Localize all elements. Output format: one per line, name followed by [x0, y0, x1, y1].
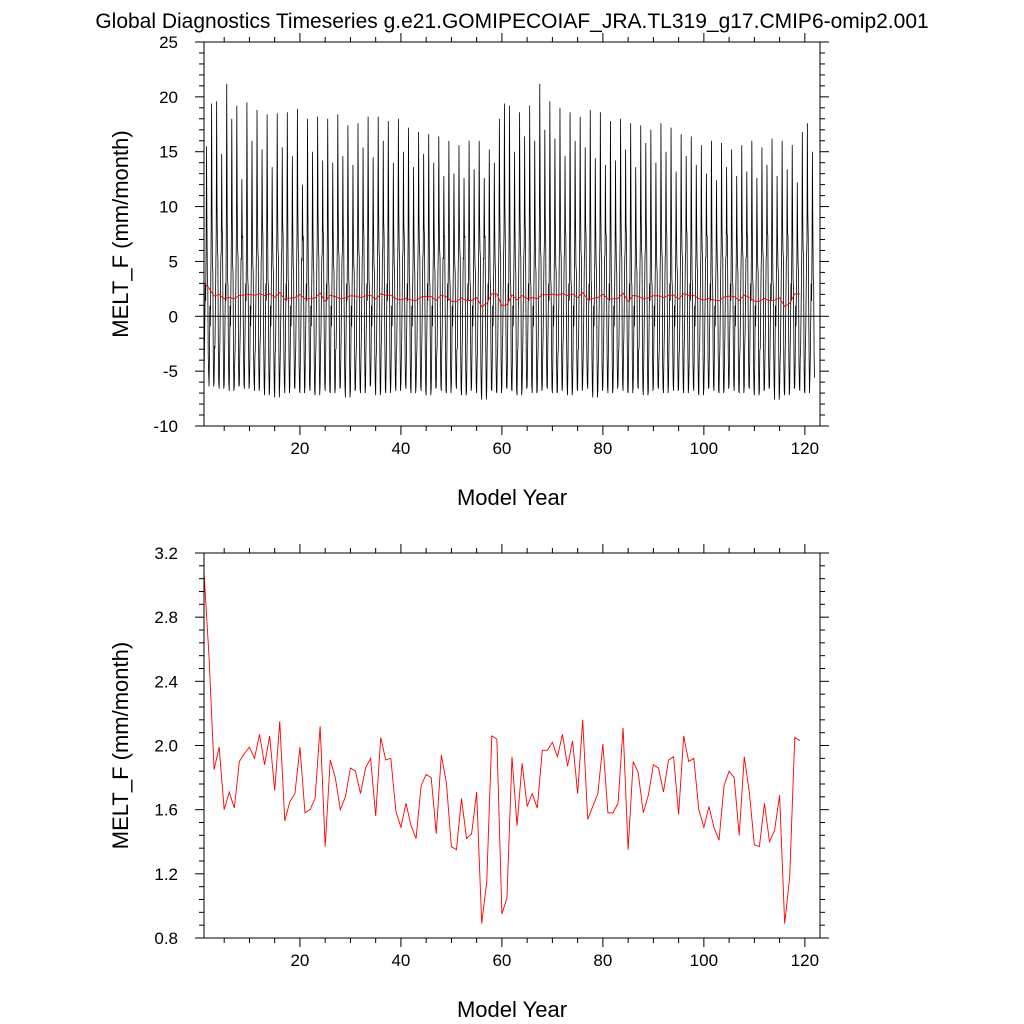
y-tick-label: 15: [159, 143, 178, 162]
x-tick-label: 120: [791, 439, 819, 458]
x-tick-label: 80: [593, 951, 612, 970]
plot-frame: [203, 552, 821, 939]
y-tick-label: 1.2: [154, 865, 178, 884]
y-axis-label: MELT_F (mm/month): [108, 642, 133, 849]
x-tick-label: 100: [690, 951, 718, 970]
x-tick-label: 100: [690, 439, 718, 458]
y-tick-label: 2.8: [154, 608, 178, 627]
x-tick-label: 60: [492, 439, 511, 458]
x-tick-label: 40: [391, 439, 410, 458]
y-tick-label: 0: [169, 307, 178, 326]
y-tick-label: 2.4: [154, 672, 178, 691]
x-tick-label: 20: [290, 951, 309, 970]
plot-frame: [203, 41, 821, 427]
y-tick-label: 1.6: [154, 801, 178, 820]
x-tick-label: 120: [791, 951, 819, 970]
x-tick-label: 80: [593, 439, 612, 458]
x-tick-label: 20: [290, 439, 309, 458]
x-axis-label: Model Year: [457, 997, 567, 1022]
y-tick-label: -10: [153, 417, 178, 436]
x-tick-label: 40: [391, 951, 410, 970]
y-tick-label: 3.2: [154, 544, 178, 563]
y-tick-label: 20: [159, 88, 178, 107]
figure-title: Global Diagnostics Timeseries g.e21.GOMI…: [95, 10, 928, 33]
bottom-panel-annual-mean: 20 40 60 80 100 120 0.8 1.2 1.6 2.0 2.4 2.8 3.2 Model…: [108, 544, 829, 1022]
series-line-monthly: [203, 83, 815, 400]
y-tick-label: 25: [159, 33, 178, 52]
y-axis-label: MELT_F (mm/month): [108, 130, 133, 337]
y-tick-label: 2.0: [154, 737, 178, 756]
series-line-annual-mean: [203, 572, 801, 924]
x-axis-label: Model Year: [457, 485, 567, 510]
y-tick-label: -5: [163, 362, 178, 381]
x-tick-label: 60: [492, 951, 511, 970]
top-panel-monthly-timeseries: 20 40 60 80 100 120 -10 -5 0 5 10 15 20 25 Model Year M…: [108, 33, 829, 510]
y-tick-label: 5: [169, 252, 178, 271]
y-tick-label: 0.8: [154, 929, 178, 948]
series-line-annual-mean: [203, 282, 800, 308]
y-tick-label: 10: [159, 198, 178, 217]
